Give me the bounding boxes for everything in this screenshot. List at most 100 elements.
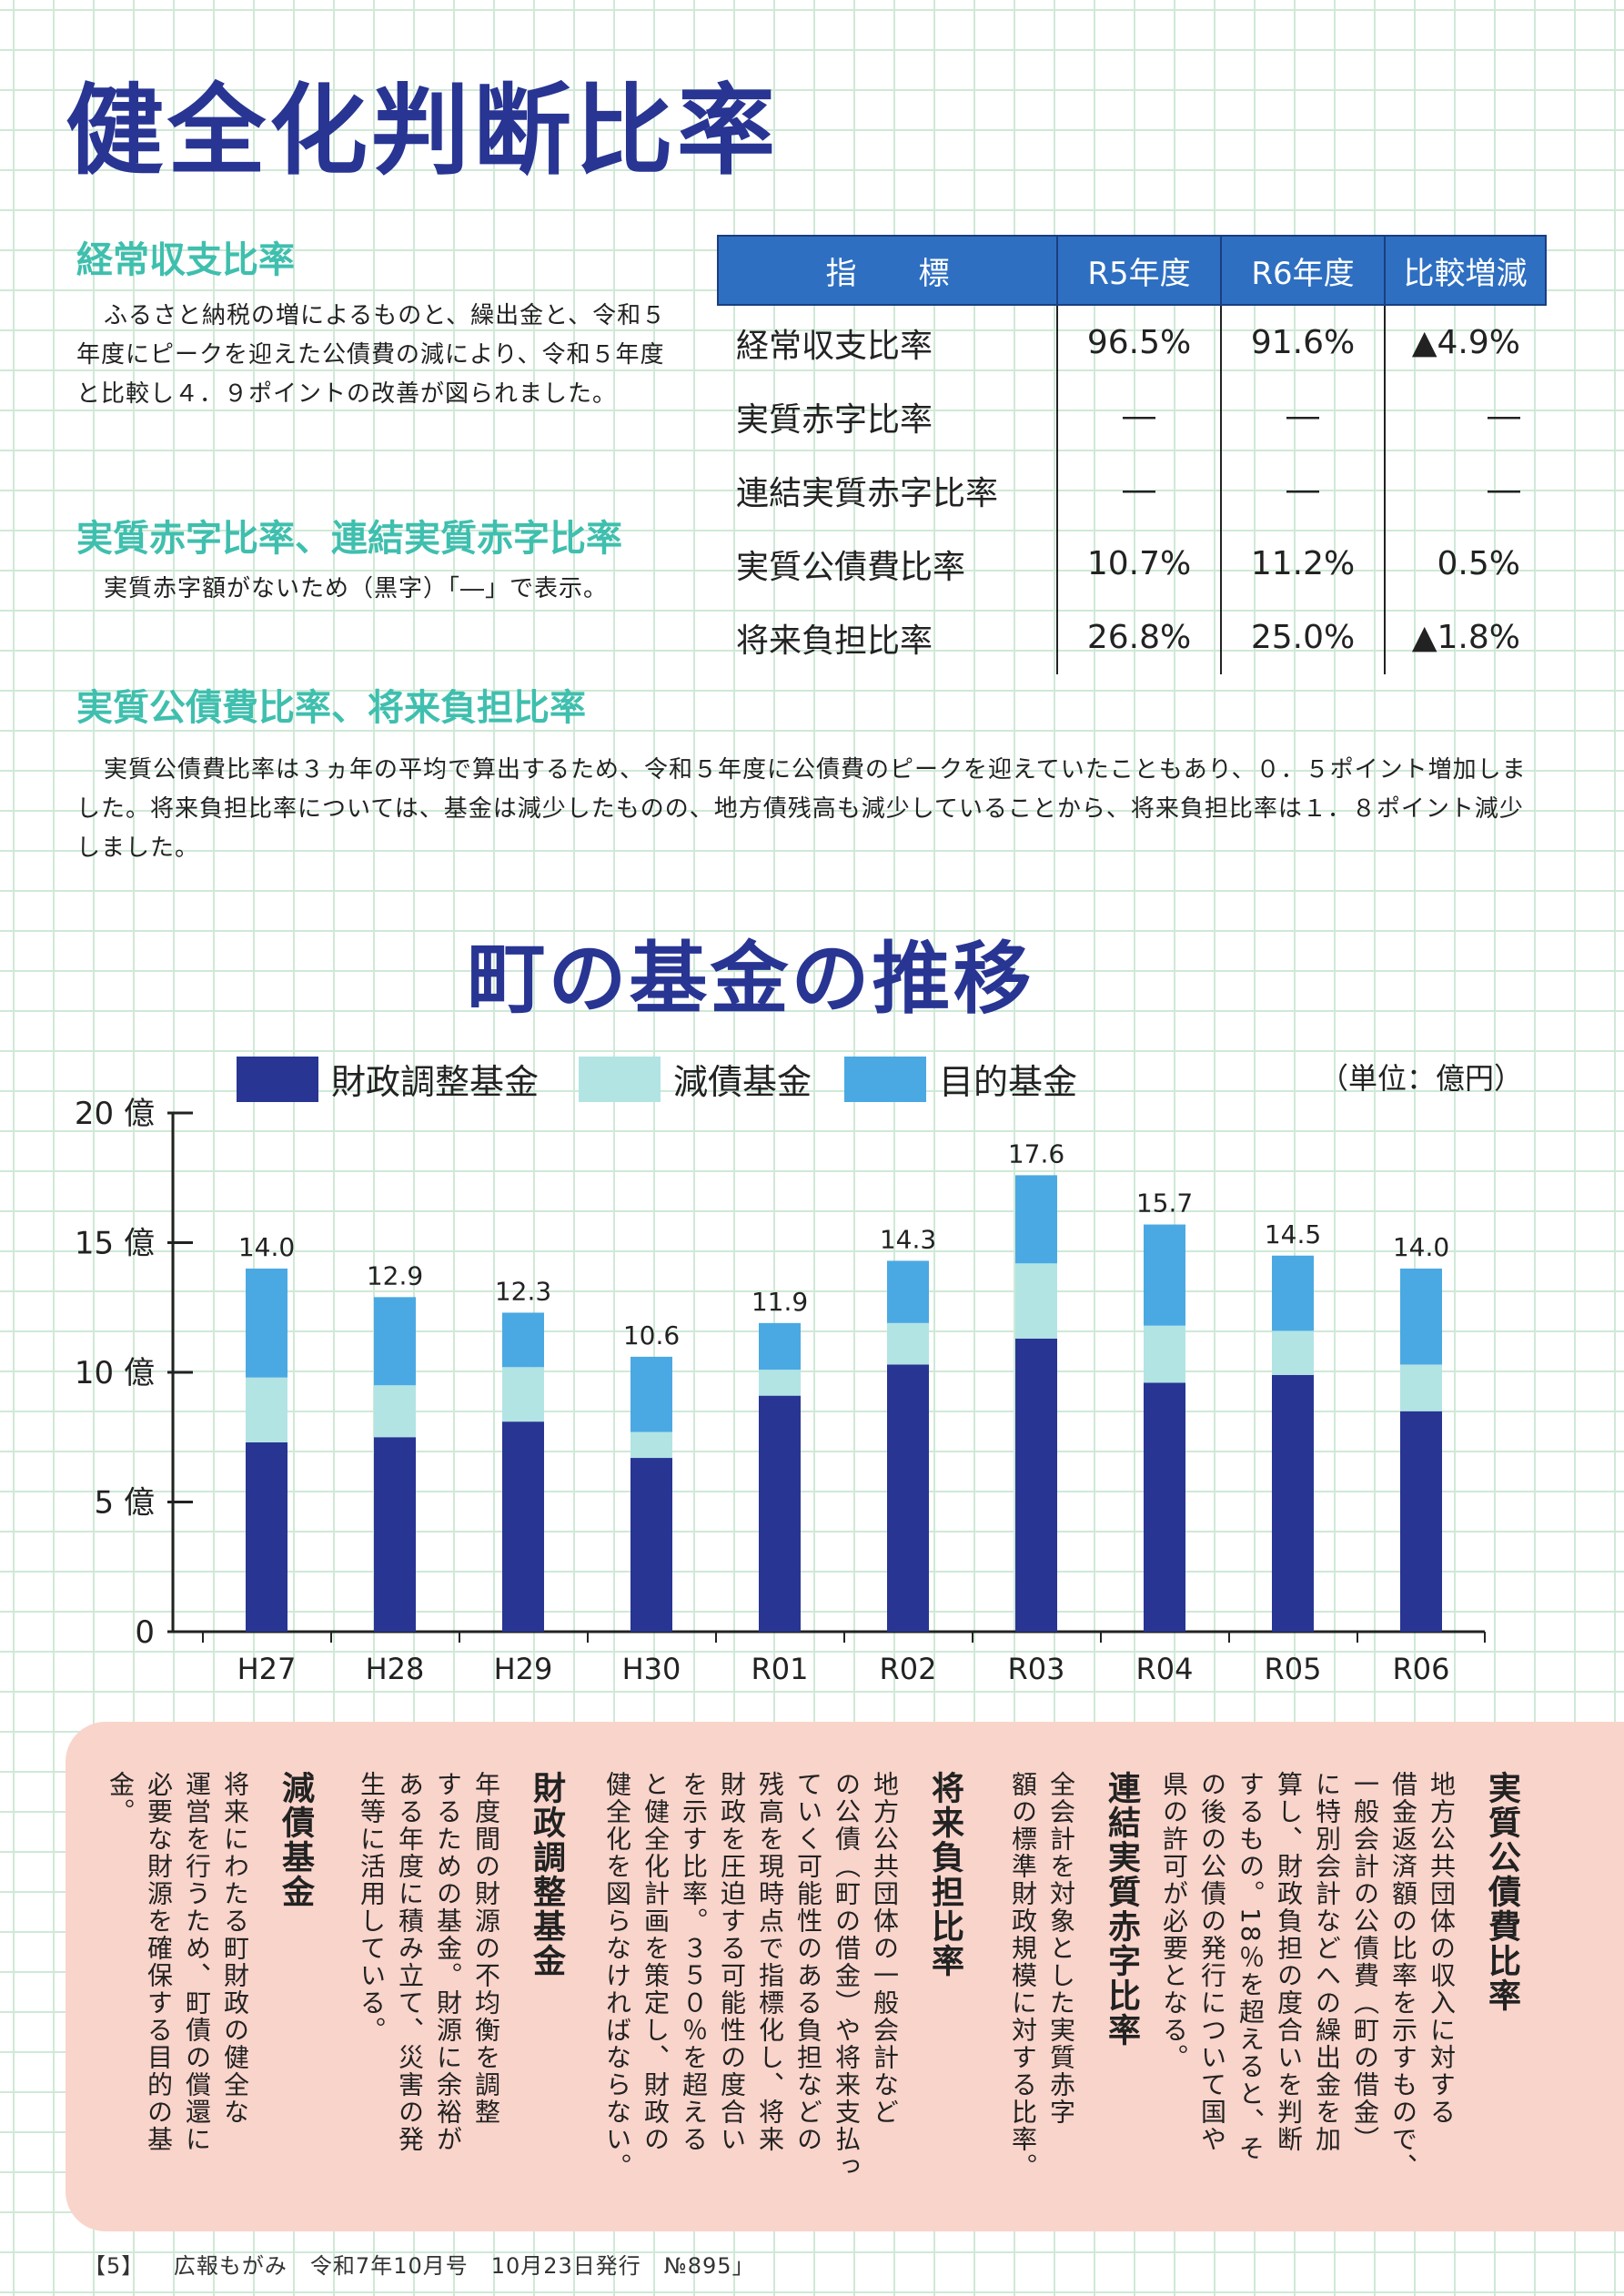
bar-segment — [630, 1356, 672, 1432]
bar-total-label: 14.3 — [880, 1224, 936, 1254]
bar-total-label: 12.9 — [367, 1260, 423, 1290]
x-tick-label: R03 — [1008, 1652, 1065, 1686]
bar-segment — [630, 1458, 672, 1632]
ratio-table: 指 標 R5年度 R6年度 比較増減 経常収支比率 96.5% 91.6% ▲4… — [717, 235, 1547, 674]
glossary-line: 残高を現時点で指標化し、将来 — [755, 1771, 785, 2153]
bar-segment — [1400, 1364, 1442, 1411]
footer-text: 広報もがみ 令和7年10月号 10月23日発行 №895」 — [173, 2253, 755, 2279]
bar-segment — [374, 1437, 416, 1632]
glossary-line: 健全化を図らなければならない。 — [602, 1771, 632, 2180]
table-cell: 91.6% — [1220, 305, 1385, 379]
glossary-term: 減債基金 — [277, 1771, 314, 1909]
table-cell: ― — [1056, 453, 1221, 527]
table-row: 実質赤字比率 ― ― ― — [718, 379, 1546, 453]
bar-segment — [1272, 1255, 1314, 1331]
glossary-line: 地方公共団体の一般会計など — [870, 1771, 900, 2126]
glossary-line: ていく可能性のある負担などの — [793, 1771, 823, 2153]
legend-item-gensai: 減債基金 — [579, 1054, 812, 1104]
bar-total-label: 12.3 — [495, 1276, 551, 1306]
table-row: 連結実質赤字比率 ― ― ― — [718, 453, 1546, 527]
glossary-line: の後の公債の発行について国や — [1197, 1771, 1227, 2153]
table-cell: 96.5% — [1056, 305, 1221, 379]
glossary-line: の公債（町の借金）や将来支払っ — [832, 1771, 862, 2180]
bar-segment — [502, 1312, 544, 1368]
table-cell: ― — [1220, 379, 1385, 453]
table-cell: ― — [1384, 379, 1546, 453]
x-tick-label: R05 — [1265, 1652, 1322, 1686]
table-cell: 25.0% — [1220, 601, 1385, 674]
glossary-line: 地方公共団体の収入に対する — [1427, 1771, 1457, 2126]
glossary-line: 県の許可が必要となる。 — [1159, 1771, 1189, 2071]
x-tick-label: R06 — [1393, 1652, 1450, 1686]
table-header-row: 指 標 R5年度 R6年度 比較増減 — [717, 235, 1547, 306]
bar-total-label: 14.5 — [1265, 1219, 1321, 1249]
bar-total-label: 15.7 — [1136, 1188, 1193, 1219]
x-tick-label: H28 — [366, 1652, 425, 1686]
bar-segment — [502, 1367, 544, 1422]
y-tick-label: 10 億 — [75, 1355, 155, 1391]
bar-segment — [1015, 1338, 1057, 1632]
bar-segment — [630, 1431, 672, 1459]
glossary-line: 算し、財政負担の度合いを判断 — [1274, 1771, 1304, 2153]
glossary-box — [66, 1722, 1624, 2231]
bar-total-label: 10.6 — [623, 1320, 680, 1350]
bar-segment — [1015, 1263, 1057, 1339]
legend-swatch — [844, 1056, 926, 1102]
table-cell: 実質赤字比率 — [736, 400, 933, 439]
legend-swatch — [237, 1056, 318, 1102]
bar-segment — [246, 1441, 287, 1632]
legend-item-mokuteki: 目的基金 — [844, 1054, 1077, 1104]
bar-segment — [759, 1370, 801, 1396]
glossary-line: するための基金。財源に余裕が — [433, 1771, 463, 2153]
table-cell: 経常収支比率 — [736, 327, 933, 365]
section-heading-kosaihi: 実質公債費比率、将来負担比率 — [76, 687, 586, 729]
section-body-keijo: ふるさと納税の増によるものと、繰出金と、令和５年度にピークを迎えた公債費の減によ… — [76, 302, 667, 408]
table-row: 将来負担比率 26.8% 25.0% ▲1.8% — [718, 601, 1546, 674]
glossary-line: 生等に活用している。 — [357, 1771, 387, 2044]
glossary-term: 実質公債費比率 — [1483, 1771, 1520, 2013]
page-title: 健全化判断比率 — [66, 75, 780, 188]
x-tick-label: R04 — [1136, 1652, 1194, 1686]
y-tick-label: 20 億 — [75, 1096, 155, 1132]
table-header: R5年度 — [1056, 235, 1222, 306]
bar-segment — [759, 1395, 801, 1632]
y-tick-label: 0 — [135, 1614, 155, 1651]
bar-segment — [759, 1322, 801, 1371]
y-tick-label: 15 億 — [75, 1226, 155, 1262]
section-body-akaji: 実質赤字額がないため（黒字）「―」で表示。 — [104, 575, 609, 602]
glossary-term: 連結実質赤字比率 — [1103, 1771, 1140, 2048]
bar-total-label: 14.0 — [1393, 1232, 1449, 1262]
footer: 【5】 広報もがみ 令和7年10月号 10月23日発行 №895」 — [84, 2248, 755, 2280]
glossary-line: 必要な財源を確保する目的の基 — [144, 1771, 174, 2153]
y-tick-label: 5 億 — [95, 1485, 155, 1522]
table-cell: 将来負担比率 — [736, 622, 933, 660]
table-cell: ▲4.9% — [1384, 305, 1546, 379]
bar-segment — [1272, 1330, 1314, 1375]
glossary-line: ある年度に積み立て、災害の発 — [395, 1771, 425, 2153]
table-cell: ― — [1384, 453, 1546, 527]
bar-segment — [1144, 1224, 1185, 1326]
table-cell: 0.5% — [1384, 527, 1546, 601]
glossary-line: 将来にわたる町財政の健全な — [220, 1771, 250, 2126]
x-tick-label: H29 — [494, 1652, 553, 1686]
bar-segment — [1144, 1325, 1185, 1383]
bar-total-label: 14.0 — [238, 1232, 295, 1262]
bar-segment — [1144, 1382, 1185, 1632]
table-cell: 26.8% — [1056, 601, 1221, 674]
chart-unit-label: （単位：億円） — [1319, 1061, 1524, 1096]
bar-segment — [887, 1322, 929, 1365]
bar-segment — [1400, 1269, 1442, 1365]
table-cell: 10.7% — [1056, 527, 1221, 601]
legend-label: 減債基金 — [673, 1062, 812, 1102]
x-tick-label: R01 — [751, 1652, 809, 1686]
glossary-line: と健全化計画を策定し、財政の — [641, 1771, 671, 2153]
legend-label: 目的基金 — [939, 1062, 1078, 1102]
table-cell: ▲1.8% — [1384, 601, 1546, 674]
glossary-term: 将来負担比率 — [926, 1771, 963, 1978]
table-cell: 連結実質赤字比率 — [736, 474, 999, 512]
bar-segment — [246, 1269, 287, 1378]
bar-segment — [374, 1385, 416, 1438]
bar-segment — [374, 1297, 416, 1386]
glossary-term: 財政調整基金 — [528, 1771, 565, 1978]
glossary-line: に特別会計などへの繰出金を加 — [1312, 1771, 1342, 2153]
